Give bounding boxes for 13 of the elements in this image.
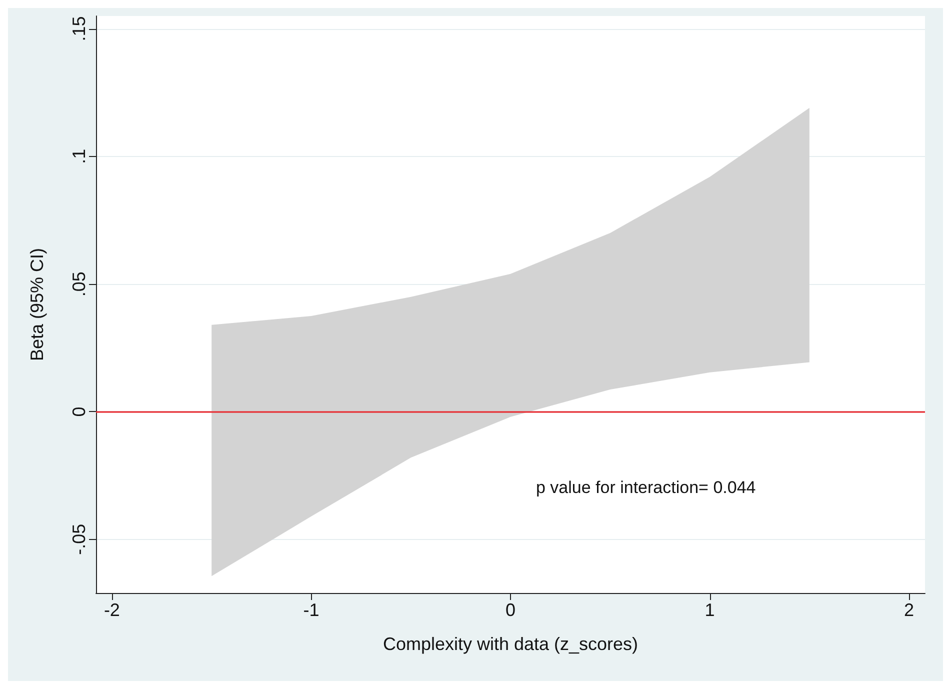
y-tick-label: -.05 bbox=[69, 524, 89, 555]
x-tick-label: -1 bbox=[303, 600, 320, 620]
y-tick-label: .05 bbox=[69, 272, 89, 297]
x-tick-label: -2 bbox=[104, 600, 120, 620]
x-tick-label: 0 bbox=[505, 600, 516, 620]
x-tick-label: 1 bbox=[704, 600, 715, 620]
annotation: p value for interaction= 0.044 bbox=[536, 478, 756, 497]
y-axis-title: Beta (95% CI) bbox=[27, 248, 47, 362]
y-tick-label: .1 bbox=[69, 148, 89, 164]
x-tick-label: 2 bbox=[904, 600, 914, 620]
y-tick-label: .15 bbox=[69, 16, 89, 42]
x-axis-title: Complexity with data (z_scores) bbox=[382, 634, 638, 654]
y-tick-label: 0 bbox=[69, 406, 89, 417]
